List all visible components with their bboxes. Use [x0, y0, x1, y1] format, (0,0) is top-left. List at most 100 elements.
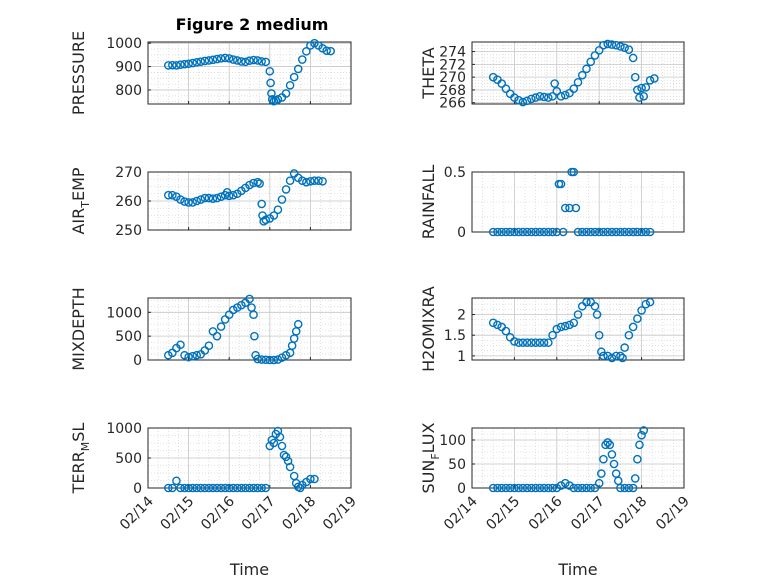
data-point [267, 89, 276, 98]
data-point [594, 46, 604, 55]
data-point [228, 55, 238, 64]
data-point [493, 483, 502, 493]
data-point [518, 483, 528, 493]
data-point [618, 353, 627, 363]
data-point [273, 95, 283, 104]
data-point [594, 330, 604, 340]
y-tick-label: 100 [439, 433, 466, 449]
data-point [590, 51, 600, 60]
y-axis-label-main: SUN [419, 460, 438, 494]
data-point [180, 197, 189, 206]
subplot-pressure: 800 900 1000 PRESSURE [69, 31, 352, 115]
x-tick-label: 02/17 [568, 494, 608, 534]
data-point [571, 203, 581, 213]
data-point [560, 203, 570, 213]
data-point [616, 42, 625, 51]
data-point [326, 46, 336, 56]
data-point [573, 77, 583, 87]
data-point [188, 483, 197, 493]
data-point [565, 88, 574, 98]
y-axis-label: THETA [419, 47, 438, 99]
data-point [527, 338, 536, 347]
data-point [599, 351, 608, 361]
grid-lines [471, 171, 685, 233]
data-point [233, 56, 242, 65]
data-point [637, 83, 646, 93]
y-tick-label: 1.5 [444, 328, 466, 344]
data-point [302, 177, 311, 187]
y-axis-label-rest: EMP [69, 167, 88, 201]
data-point [204, 483, 214, 493]
data-point [535, 483, 545, 493]
data-point [633, 85, 642, 95]
data-point [269, 438, 279, 448]
data-point [594, 227, 604, 237]
data-point [539, 483, 549, 493]
data-point [184, 198, 193, 207]
data-point [641, 299, 651, 309]
data-point [522, 483, 532, 493]
data-point [297, 176, 307, 185]
data-point [635, 93, 644, 102]
data-point [639, 92, 649, 101]
data-point [318, 176, 327, 186]
data-point [590, 227, 600, 237]
data-point [241, 483, 250, 493]
x-tick-label: 02/16 [198, 493, 238, 533]
data-point [611, 227, 621, 237]
data-point [582, 483, 591, 493]
data-point [522, 227, 532, 237]
data-point [573, 310, 583, 319]
y-tick-label: 272 [439, 57, 466, 73]
data-point [552, 324, 562, 334]
data-point [577, 70, 587, 80]
data-point [565, 203, 574, 213]
data-point [212, 193, 222, 203]
data-point [163, 483, 173, 493]
series-markers [488, 39, 659, 107]
data-point [245, 294, 254, 304]
data-point [586, 483, 596, 493]
data-point [637, 306, 646, 315]
data-point [277, 195, 287, 204]
data-point [501, 483, 511, 493]
data-point [592, 310, 602, 319]
data-point [527, 483, 536, 493]
data-point [257, 57, 266, 66]
data-point [176, 483, 185, 493]
data-point [556, 92, 566, 101]
data-point [544, 93, 553, 102]
data-point [224, 483, 234, 493]
data-point [245, 483, 254, 493]
grid-lines [471, 41, 685, 104]
grid-lines [471, 298, 685, 360]
y-tick-label: 0 [457, 225, 466, 241]
data-point [293, 64, 303, 74]
data-point [548, 483, 557, 493]
data-point [539, 92, 549, 102]
data-point [548, 227, 557, 237]
data-point [586, 57, 596, 67]
data-point [200, 56, 210, 66]
data-point [607, 40, 617, 49]
data-point [176, 195, 185, 204]
data-point [253, 483, 262, 493]
data-point [196, 195, 206, 204]
data-point [601, 440, 610, 450]
data-point [628, 483, 638, 493]
data-point [188, 58, 197, 68]
data-point [527, 94, 536, 104]
axes-box [147, 41, 352, 105]
data-point [257, 483, 266, 493]
data-point [204, 56, 214, 65]
subplot-mixdepth: 0 500 1000 MIXDEPTH [69, 287, 352, 371]
x-axis-label: Time [557, 560, 597, 579]
data-point [281, 89, 291, 98]
y-tick-label: 500 [115, 329, 142, 345]
data-point [245, 180, 254, 190]
y-axis-label-rest: SL [69, 423, 88, 442]
data-point [281, 452, 291, 462]
data-point [620, 227, 629, 237]
data-point [514, 338, 523, 347]
y-axis-label: SUNFLUX [419, 422, 442, 493]
